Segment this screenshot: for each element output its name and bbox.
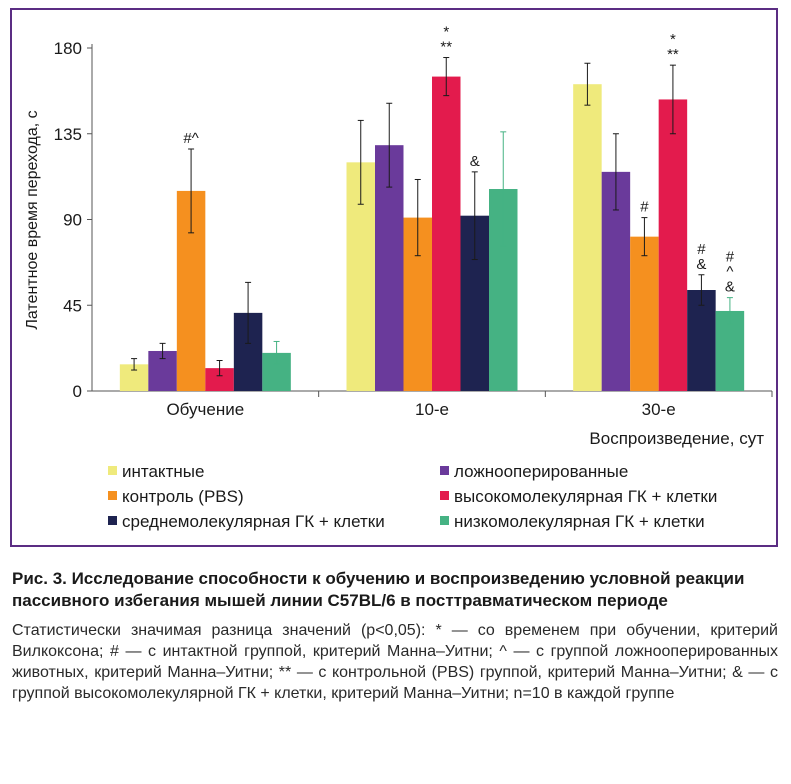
significance-marker: ** [667,46,679,63]
bar [573,84,602,391]
x-tick-label: Обучение [166,400,244,419]
y-tick-label: 180 [54,39,82,58]
significance-marker: # [726,249,735,266]
legend-item-mid-mw: среднемолекулярная ГК + клетки [108,512,385,532]
significance-marker: ** [440,39,452,56]
y-tick-label: 45 [63,296,82,315]
x-tick-label: 10-е [415,400,449,419]
legend-swatch [440,466,449,475]
significance-marker: # [697,241,706,258]
legend-item-sham: ложнооперированные [440,462,628,482]
significance-marker: & [470,153,480,170]
caption-body: Статистически значимая разница значений … [12,622,778,702]
significance-marker: * [670,31,676,48]
legend-item-low-mw: низкомолекулярная ГК + клетки [440,512,705,532]
y-tick-label: 0 [73,382,82,401]
legend-label: контроль (PBS) [122,487,244,506]
bar [687,290,716,391]
chart-bars [119,57,745,391]
legend-label: ложнооперированные [454,462,629,481]
significance-marker: & [696,256,706,273]
significance-marker: & [725,279,735,296]
chart-labels: Обучение#^10-е***&30-е#***#& #^& [166,24,734,419]
legend-swatch [108,491,117,500]
legend-swatch [440,516,449,525]
bar [658,99,688,391]
significance-marker: # [640,199,649,216]
legend-label: низкомолекулярная ГК + клетки [454,512,705,531]
caption-title: Рис. 3. Исследование способности к обуче… [12,569,745,610]
significance-marker: ^ [726,264,733,281]
legend-swatch [108,516,117,525]
legend-swatch [440,491,449,500]
x-axis-label: Воспроизведение, сут [589,429,764,448]
y-tick-label: 135 [54,125,82,144]
figure-frame [10,8,778,547]
x-tick-label: 30-е [642,400,676,419]
bar [630,236,659,391]
y-axis-label: Латентное время перехода, с [24,110,41,329]
legend-swatch [108,466,117,475]
significance-marker: * [443,24,449,41]
legend-item-control: контроль (PBS) [108,487,244,507]
legend-item-intact: интактные [108,462,204,482]
legend-label: высокомолекулярная ГК + клетки [454,487,718,506]
legend-label: среднемолекулярная ГК + клетки [122,512,385,531]
bar [205,368,234,391]
y-tick-label: 90 [63,211,82,230]
figure-caption: Рис. 3. Исследование способности к обуче… [12,568,778,704]
significance-marker: #^ [183,130,198,147]
legend-label: интактные [122,462,205,481]
legend-item-high-mw: высокомолекулярная ГК + клетки [440,487,717,507]
bar [432,76,461,391]
